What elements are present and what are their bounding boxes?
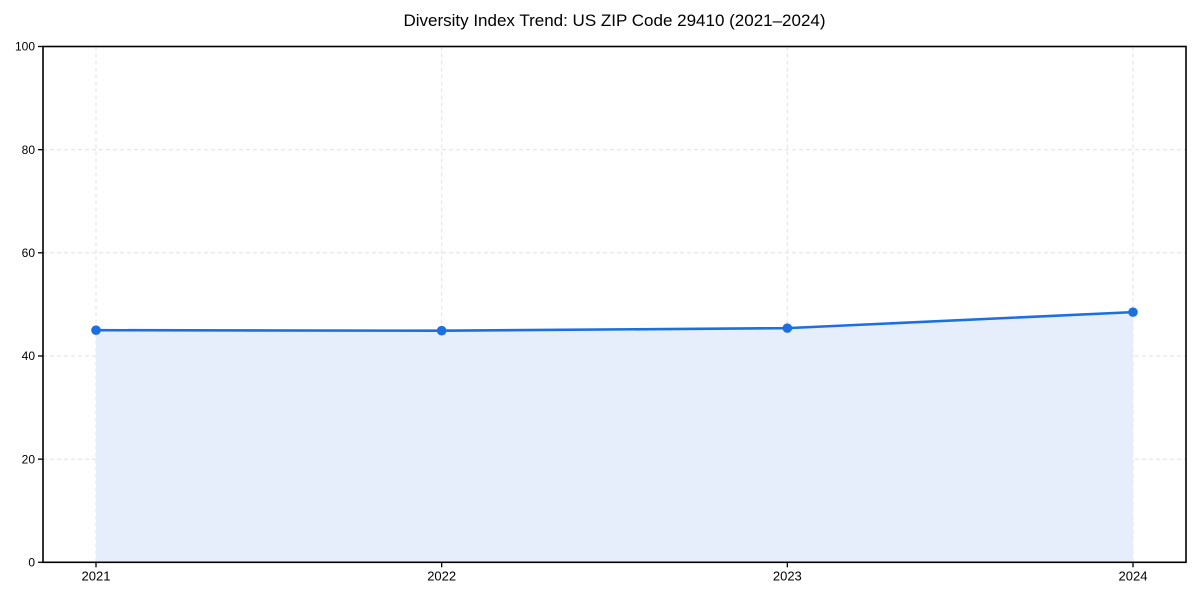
y-axis-tick-label: 0: [28, 556, 35, 570]
y-axis-tick-label: 100: [15, 40, 35, 54]
y-axis-tick-label: 40: [22, 349, 36, 363]
y-axis-tick-label: 80: [22, 143, 36, 157]
data-point-2023: [782, 323, 793, 333]
y-axis-tick-label: 60: [22, 246, 36, 260]
area-fill: [96, 312, 1133, 563]
data-point-2022: [436, 325, 447, 336]
x-axis-tick-label: 2021: [82, 569, 111, 584]
x-axis-tick-label: 2023: [773, 569, 802, 584]
trend-line: [94, 310, 1135, 333]
chart-title: Diversity Index Trend: US ZIP Code 29410…: [403, 11, 826, 30]
x-axis-tick-label: 2022: [427, 569, 456, 584]
data-point-2021: [91, 325, 101, 335]
plot-frame: [42, 45, 1187, 564]
x-axis-tick-label: 2024: [1119, 569, 1148, 584]
y-axis-tick-label: 20: [22, 452, 36, 466]
data-point-2024: [1128, 307, 1138, 317]
